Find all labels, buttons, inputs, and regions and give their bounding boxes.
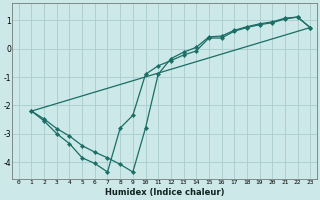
X-axis label: Humidex (Indice chaleur): Humidex (Indice chaleur) [105, 188, 224, 197]
